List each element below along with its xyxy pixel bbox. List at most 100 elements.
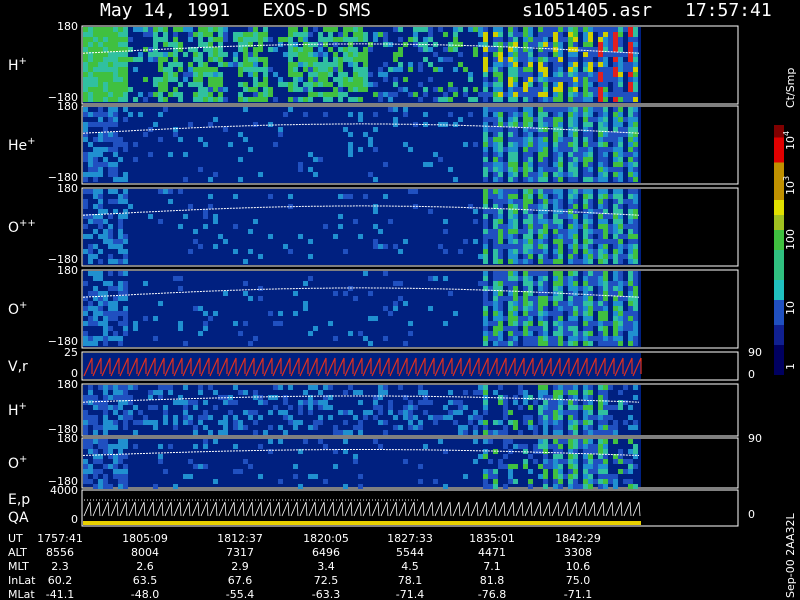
spectrogram-cell [548,395,553,400]
spectrogram-cell [618,271,623,276]
spectrogram-cell [558,316,563,321]
spectrogram-cell [498,326,503,331]
spectrogram-cell [578,405,583,410]
spectrogram-cell [508,32,513,37]
spectrogram-cell [618,172,623,177]
spectrogram-cell [483,127,488,132]
spectrogram-cell [358,52,363,57]
spectrogram-cell [508,336,513,341]
spectrogram-cell [588,341,593,346]
spectrogram-cell [553,167,558,172]
spectrogram-cell [483,177,488,182]
spectrogram-cell [553,321,558,326]
spectrogram-cell [483,484,488,489]
spectrogram-cell [223,37,228,42]
spectrogram-cell [588,385,593,390]
spectrogram-cell [98,336,103,341]
spectrogram-cell [618,239,623,244]
spectrogram-cell [423,92,428,97]
spectrogram-cell [528,82,533,87]
spectrogram-cell [83,57,88,62]
spectrogram-cell [383,306,388,311]
spectrogram-cell [528,42,533,47]
spectrogram-cell [243,137,248,142]
spectrogram-cell [353,27,358,32]
spectrogram-cell [288,37,293,42]
spectrogram-cell [493,92,498,97]
spectrogram-cell [123,97,128,102]
spectrogram-cell [123,331,128,336]
spectrogram-cell [253,390,258,395]
spectrogram-cell [493,122,498,127]
spectrogram-cell [378,395,383,400]
spectrogram-cell [633,301,638,306]
spectrogram-cell [588,132,593,137]
spectrogram-cell [298,405,303,410]
spectrogram-cell [498,67,503,72]
spectrogram-cell [578,112,583,117]
spectrogram-cell [198,137,203,142]
spectrogram-cell [633,326,638,331]
spectrogram-cell [338,194,343,199]
spectrogram-cell [533,42,538,47]
spectrogram-cell [513,72,518,77]
spectrogram-cell [413,42,418,47]
spectrogram-cell [563,77,568,82]
spectrogram-cell [93,311,98,316]
spectrogram-cell [193,430,198,435]
spectrogram-cell [478,420,483,425]
spectrogram-cell [588,430,593,435]
spectrogram-cell [113,259,118,264]
spectrogram-cell [588,326,593,331]
spectrogram-cell [368,291,373,296]
spectrogram-cell [393,77,398,82]
spectrogram-cell [358,430,363,435]
spectrogram-cell [188,420,193,425]
spectrogram-cell [573,132,578,137]
spectrogram-cell [113,132,118,137]
spectrogram-cell [498,239,503,244]
spectrogram-cell [608,229,613,234]
spectrogram-cell [488,484,493,489]
spectrogram-cell [558,162,563,167]
spectrogram-cell [553,219,558,224]
spectrogram-cell [123,62,128,67]
spectrogram-cell [493,117,498,122]
spectrogram-cell [538,209,543,214]
spectrogram-cell [303,37,308,42]
spectrogram-cell [603,27,608,32]
spectrogram-cell [203,214,208,219]
spectrogram-cell [583,254,588,259]
spectrogram-cell [568,67,573,72]
spectrogram-cell [618,122,623,127]
spectrogram-cell [108,47,113,52]
spectrogram-cell [438,27,443,32]
spectrogram-cell [553,484,558,489]
spectrogram-cell [83,137,88,142]
spectrogram-cell [568,72,573,77]
spectrogram-cell [483,469,488,474]
spectrogram-cell [508,311,513,316]
spectrogram-cell [293,27,298,32]
spectrogram-cell [368,410,373,415]
spectrogram-cell [513,82,518,87]
ephemeris-value: 8004 [131,546,159,559]
spectrogram-cell [533,341,538,346]
spectrogram-cell [533,219,538,224]
spectrogram-cell [528,137,533,142]
spectrogram-cell [498,32,503,37]
spectrogram-cell [493,239,498,244]
spectrogram-cell [203,326,208,331]
spectrogram-cell [603,390,608,395]
spectrogram-cell [508,117,513,122]
spectrogram-cell [568,199,573,204]
spectrogram-cell [628,132,633,137]
spectrogram-cell [93,77,98,82]
spectrogram-cell [378,410,383,415]
spectrogram-cell [158,444,163,449]
spectrogram-cell [298,87,303,92]
spectrogram-cell [588,321,593,326]
spectrogram-cell [508,204,513,209]
spectrogram-cell [548,32,553,37]
spectrogram-cell [483,167,488,172]
